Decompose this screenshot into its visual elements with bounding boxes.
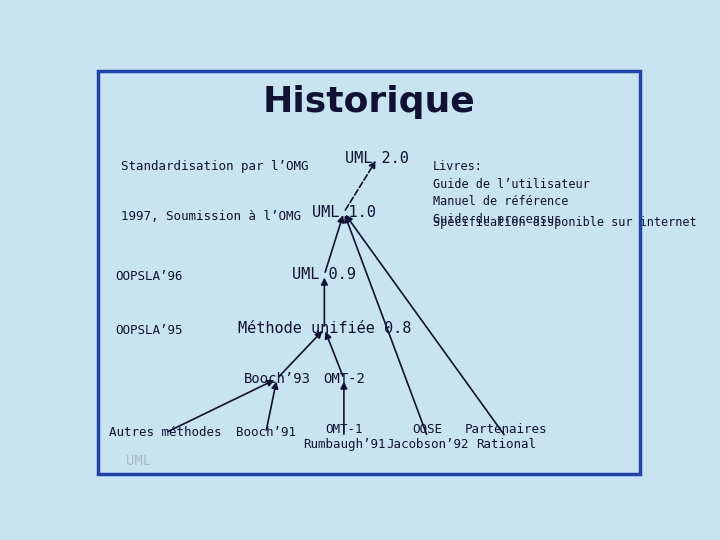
Text: Autres méthodes: Autres méthodes — [109, 426, 222, 439]
Text: UML 1.0: UML 1.0 — [312, 205, 376, 220]
Text: Livres:: Livres: — [433, 160, 483, 173]
Text: UML 0.9: UML 0.9 — [292, 267, 356, 282]
Text: Spécification disponible sur internet: Spécification disponible sur internet — [433, 217, 697, 230]
Text: Historique: Historique — [263, 85, 475, 119]
Text: OOPSLA’95: OOPSLA’95 — [115, 325, 183, 338]
Text: Standardisation par l’OMG: Standardisation par l’OMG — [121, 160, 308, 173]
Text: UML: UML — [126, 454, 151, 468]
Text: OOSE
Jacobson’92: OOSE Jacobson’92 — [387, 423, 469, 451]
Text: Manuel de référence: Manuel de référence — [433, 195, 569, 208]
Text: Booch’91: Booch’91 — [235, 426, 296, 439]
Text: OMT-2: OMT-2 — [323, 372, 365, 386]
Text: Méthode unifiée 0.8: Méthode unifiée 0.8 — [238, 321, 411, 336]
Text: Booch’93: Booch’93 — [243, 372, 310, 386]
Text: Partenaires
Rational: Partenaires Rational — [464, 423, 547, 451]
Text: OMT-1
Rumbaugh’91: OMT-1 Rumbaugh’91 — [302, 423, 385, 451]
Text: Guide de l’utilisateur: Guide de l’utilisateur — [433, 178, 590, 191]
Text: OOPSLA’96: OOPSLA’96 — [115, 271, 183, 284]
Text: 1997, Soumission à l’OMG: 1997, Soumission à l’OMG — [121, 210, 301, 223]
Text: Guide du processus: Guide du processus — [433, 213, 562, 226]
Text: UML 2.0: UML 2.0 — [346, 151, 409, 166]
